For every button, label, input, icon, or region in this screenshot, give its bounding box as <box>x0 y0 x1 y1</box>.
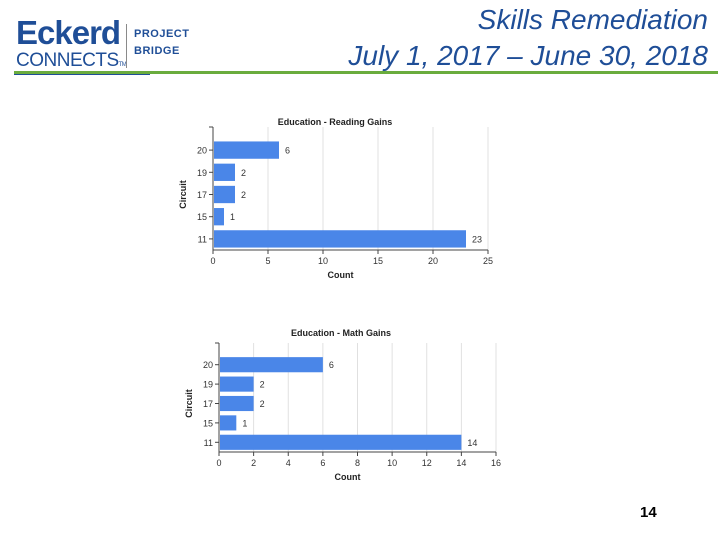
y-tick-label: 19 <box>203 380 213 390</box>
logo-trademark: TM <box>118 62 127 68</box>
y-axis-title: Circuit <box>184 389 194 418</box>
slide-title-line2: July 1, 2017 – June 30, 2018 <box>348 40 708 71</box>
header-blue-rule <box>14 74 150 75</box>
eckerd-logo: Eckerd CONNECTSTM PROJECT BRIDGE <box>14 8 194 74</box>
bar-data-label: 6 <box>329 360 334 370</box>
page-number: 14 <box>640 504 657 521</box>
bar-data-label: 2 <box>241 190 246 200</box>
header-green-rule <box>14 71 718 74</box>
bar <box>220 357 323 373</box>
y-tick-label: 20 <box>203 360 213 370</box>
x-tick-label: 0 <box>216 458 221 468</box>
bar-data-label: 6 <box>285 146 290 156</box>
logo-project-line2: BRIDGE <box>134 45 180 58</box>
y-tick-label: 17 <box>203 399 213 409</box>
slide-title-line1: Skills Remediation <box>477 4 708 35</box>
x-tick-label: 16 <box>491 458 501 468</box>
bar-data-label: 14 <box>467 438 477 448</box>
x-tick-label: 5 <box>265 256 270 266</box>
math-gains-chart: 6 20 2 19 2 17 1 15 14 110 2 4 6 8 10 12 14 16 Education -… <box>184 328 501 482</box>
logo-divider <box>126 24 127 68</box>
bar <box>220 415 237 431</box>
logo-project-bridge: PROJECT BRIDGE <box>134 26 189 60</box>
y-tick-label: 17 <box>197 190 207 200</box>
y-tick-label: 15 <box>203 418 213 428</box>
x-tick-label: 12 <box>422 458 432 468</box>
bar-data-label: 2 <box>241 168 246 178</box>
x-axis-title: Count <box>328 270 354 280</box>
logo-project-line1: PROJECT <box>134 28 190 40</box>
bar-data-label: 1 <box>242 418 247 428</box>
x-tick-label: 4 <box>286 458 291 468</box>
bar <box>220 376 254 392</box>
bar-data-label: 23 <box>472 234 482 244</box>
logo-connects: CONNECTS <box>16 50 119 71</box>
bar-data-label: 2 <box>260 380 265 390</box>
bar <box>220 434 462 450</box>
x-tick-label: 8 <box>355 458 360 468</box>
x-tick-label: 14 <box>456 458 466 468</box>
reading-gains-chart: 6 20 2 19 2 17 1 15 23 11 0 5 10 15 20 25 Education - Re… <box>178 117 493 280</box>
x-axis-title: Count <box>335 472 361 482</box>
chart-title: Education - Reading Gains <box>278 117 393 127</box>
x-tick-label: 15 <box>373 256 383 266</box>
y-tick-label: 20 <box>197 146 207 156</box>
bar <box>220 395 254 412</box>
y-tick-label: 15 <box>197 212 207 222</box>
x-tick-label: 10 <box>318 256 328 266</box>
x-tick-label: 6 <box>320 458 325 468</box>
y-tick-label: 11 <box>204 438 213 448</box>
x-tick-label: 20 <box>428 256 438 266</box>
bar-data-label: 2 <box>260 399 265 409</box>
chart-title: Education - Math Gains <box>291 328 391 338</box>
bar <box>214 185 235 204</box>
bar-data-label: 1 <box>230 212 235 222</box>
logo-sub-text: CONNECTSTM <box>16 50 127 71</box>
bar <box>214 208 224 226</box>
y-tick-label: 19 <box>197 168 207 178</box>
x-tick-label: 2 <box>251 458 256 468</box>
logo-brand-text: Eckerd <box>16 14 121 51</box>
y-axis-title: Circuit <box>178 180 188 209</box>
x-tick-label: 25 <box>483 256 493 266</box>
bar <box>214 141 279 159</box>
x-tick-label: 10 <box>387 458 397 468</box>
slide-title: Skills Remediation July 1, 2017 – June 3… <box>348 2 708 74</box>
y-tick-label: 11 <box>198 234 207 244</box>
x-tick-label: 0 <box>210 256 215 266</box>
bar <box>214 163 235 181</box>
bar <box>214 230 466 248</box>
